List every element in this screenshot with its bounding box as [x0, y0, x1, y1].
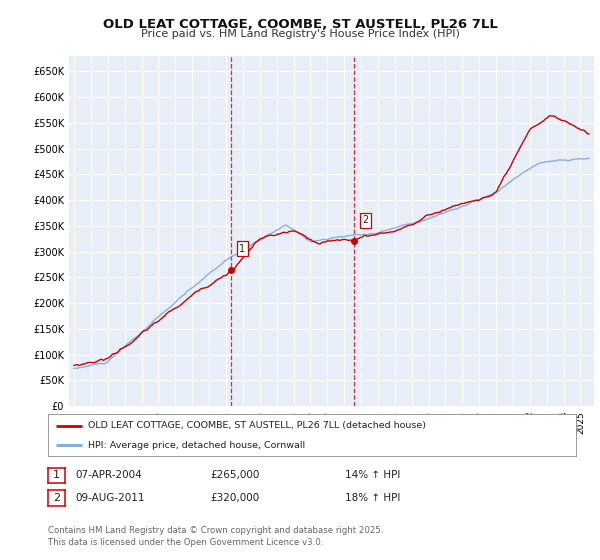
Text: 2: 2	[53, 493, 60, 503]
Text: HPI: Average price, detached house, Cornwall: HPI: Average price, detached house, Corn…	[88, 441, 305, 450]
Text: 1: 1	[53, 470, 60, 480]
Text: 18% ↑ HPI: 18% ↑ HPI	[345, 493, 400, 503]
Text: OLD LEAT COTTAGE, COOMBE, ST AUSTELL, PL26 7LL (detached house): OLD LEAT COTTAGE, COOMBE, ST AUSTELL, PL…	[88, 421, 425, 430]
Text: OLD LEAT COTTAGE, COOMBE, ST AUSTELL, PL26 7LL: OLD LEAT COTTAGE, COOMBE, ST AUSTELL, PL…	[103, 18, 497, 31]
Text: 1: 1	[239, 244, 245, 254]
Text: 2: 2	[363, 215, 369, 225]
Text: 09-AUG-2011: 09-AUG-2011	[75, 493, 145, 503]
Text: Price paid vs. HM Land Registry's House Price Index (HPI): Price paid vs. HM Land Registry's House …	[140, 29, 460, 39]
Text: 07-APR-2004: 07-APR-2004	[75, 470, 142, 480]
Text: £265,000: £265,000	[210, 470, 259, 480]
Text: 14% ↑ HPI: 14% ↑ HPI	[345, 470, 400, 480]
Text: £320,000: £320,000	[210, 493, 259, 503]
Text: Contains HM Land Registry data © Crown copyright and database right 2025.
This d: Contains HM Land Registry data © Crown c…	[48, 526, 383, 547]
